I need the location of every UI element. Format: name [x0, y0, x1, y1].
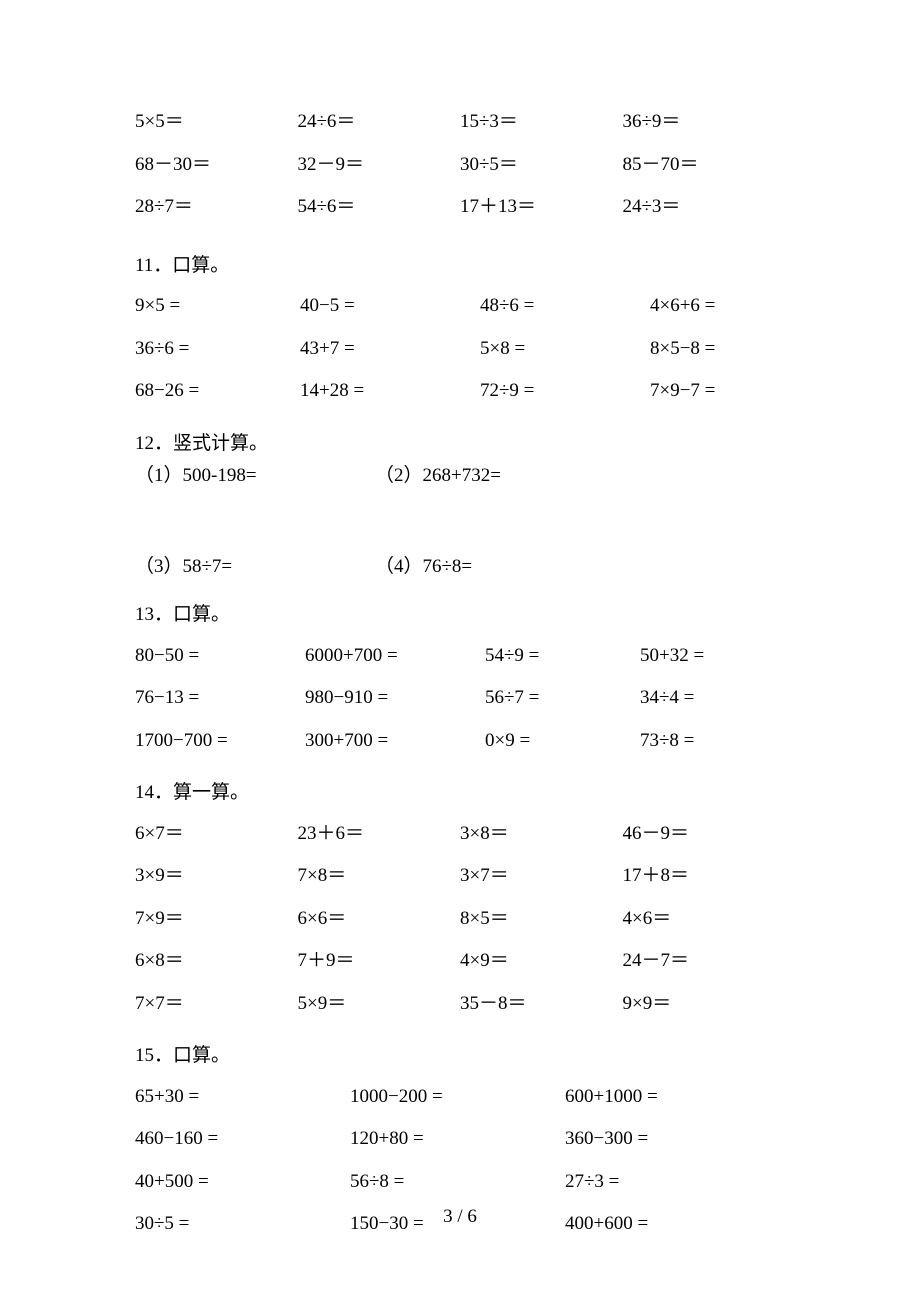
math-expr: 30÷5＝ [460, 151, 623, 180]
math-expr: 6000+700 = [305, 642, 485, 671]
math-expr: 600+1000 = [565, 1083, 785, 1112]
math-expr: 7×8＝ [298, 862, 461, 891]
math-expr: 76−13 = [135, 684, 305, 713]
math-expr: 3×9＝ [135, 862, 298, 891]
math-expr: 9×5 = [135, 292, 300, 321]
math-expr: 360−300 = [565, 1125, 785, 1154]
math-expr: 50+32 = [640, 642, 785, 671]
worksheet-page: 5×5＝ 24÷6＝ 15÷3＝ 36÷9＝ 68－30＝ 32－9＝ 30÷5… [0, 0, 920, 1239]
math-expr: 80−50 = [135, 642, 305, 671]
math-expr: 54÷9 = [485, 642, 640, 671]
math-expr: 1000−200 = [350, 1083, 565, 1112]
math-expr: 460−160 = [135, 1125, 350, 1154]
math-expr: （3）58÷7= [135, 553, 375, 582]
math-expr: 4×9＝ [460, 947, 623, 976]
math-expr: 3×8＝ [460, 820, 623, 849]
math-expr: 36÷6 = [135, 335, 300, 364]
math-expr: 5×8 = [480, 335, 650, 364]
math-expr: 54÷6＝ [298, 193, 461, 222]
math-expr: 4×6+6 = [650, 292, 785, 321]
section-15-title: 15．口算。 [135, 1042, 785, 1071]
section-14-grid: 6×7＝ 23＋6＝ 3×8＝ 46－9＝ 3×9＝ 7×8＝ 3×7＝ 17＋… [135, 820, 785, 1019]
math-expr: 9×9＝ [623, 990, 786, 1019]
math-expr: （1）500-198= [135, 462, 375, 491]
section-13: 13．口算。 80−50 = 6000+700 = 54÷9 = 50+32 =… [135, 601, 785, 755]
section-14: 14．算一算。 6×7＝ 23＋6＝ 3×8＝ 46－9＝ 3×9＝ 7×8＝ … [135, 779, 785, 1018]
math-expr: （2）268+732= [375, 462, 785, 491]
math-expr: 65+30 = [135, 1083, 350, 1112]
math-expr: 5×5＝ [135, 108, 298, 137]
math-expr: 56÷7 = [485, 684, 640, 713]
math-expr: 4×6＝ [623, 905, 786, 934]
math-expr: 980−910 = [305, 684, 485, 713]
math-expr: 8×5＝ [460, 905, 623, 934]
math-expr: 15÷3＝ [460, 108, 623, 137]
math-expr: 5×9＝ [298, 990, 461, 1019]
math-expr: 73÷8 = [640, 727, 785, 756]
math-expr: 0×9 = [485, 727, 640, 756]
math-expr: （4）76÷8= [375, 553, 785, 582]
math-expr: 32－9＝ [298, 151, 461, 180]
math-expr: 72÷9 = [480, 377, 650, 406]
math-expr: 24÷6＝ [298, 108, 461, 137]
math-expr: 68−26 = [135, 377, 300, 406]
math-expr: 43+7 = [300, 335, 480, 364]
math-expr: 120+80 = [350, 1125, 565, 1154]
math-expr: 7×9＝ [135, 905, 298, 934]
section-12-title: 12．竖式计算。 [135, 430, 785, 459]
math-expr: 27÷3 = [565, 1168, 785, 1197]
math-expr: 24－7＝ [623, 947, 786, 976]
section-11-title: 11．口算。 [135, 252, 785, 281]
math-expr: 24÷3＝ [623, 193, 786, 222]
math-expr: 40−5 = [300, 292, 480, 321]
math-expr: 8×5−8 = [650, 335, 785, 364]
math-expr: 56÷8 = [350, 1168, 565, 1197]
section-14-title: 14．算一算。 [135, 779, 785, 808]
section-13-title: 13．口算。 [135, 601, 785, 630]
math-expr: 36÷9＝ [623, 108, 786, 137]
section-11: 11．口算。 9×5 = 40−5 = 48÷6 = 4×6+6 = 36÷6 … [135, 252, 785, 406]
math-expr: 6×6＝ [298, 905, 461, 934]
math-expr: 6×8＝ [135, 947, 298, 976]
math-expr: 17＋8＝ [623, 862, 786, 891]
math-expr: 40+500 = [135, 1168, 350, 1197]
math-expr: 7＋9＝ [298, 947, 461, 976]
math-expr: 3×7＝ [460, 862, 623, 891]
math-expr: 34÷4 = [640, 684, 785, 713]
math-expr: 300+700 = [305, 727, 485, 756]
math-expr: 23＋6＝ [298, 820, 461, 849]
math-expr: 1700−700 = [135, 727, 305, 756]
section-12-row2: （3）58÷7= （4）76÷8= [135, 553, 785, 582]
math-expr: 7×7＝ [135, 990, 298, 1019]
page-number: 3 / 6 [0, 1206, 920, 1228]
math-expr: 28÷7＝ [135, 193, 298, 222]
math-expr: 6×7＝ [135, 820, 298, 849]
math-expr: 85－70＝ [623, 151, 786, 180]
section-12: 12．竖式计算。 （1）500-198= （2）268+732= （3）58÷7… [135, 430, 785, 582]
math-expr: 35－8＝ [460, 990, 623, 1019]
section-12-row1: （1）500-198= （2）268+732= [135, 462, 785, 491]
math-expr: 46－9＝ [623, 820, 786, 849]
section-13-grid: 80−50 = 6000+700 = 54÷9 = 50+32 = 76−13 … [135, 642, 785, 756]
math-expr: 68－30＝ [135, 151, 298, 180]
math-expr: 48÷6 = [480, 292, 650, 321]
section-11-grid: 9×5 = 40−5 = 48÷6 = 4×6+6 = 36÷6 = 43+7 … [135, 292, 785, 406]
math-expr: 7×9−7 = [650, 377, 785, 406]
block-10-grid: 5×5＝ 24÷6＝ 15÷3＝ 36÷9＝ 68－30＝ 32－9＝ 30÷5… [135, 108, 785, 222]
math-expr: 14+28 = [300, 377, 480, 406]
math-expr: 17＋13＝ [460, 193, 623, 222]
